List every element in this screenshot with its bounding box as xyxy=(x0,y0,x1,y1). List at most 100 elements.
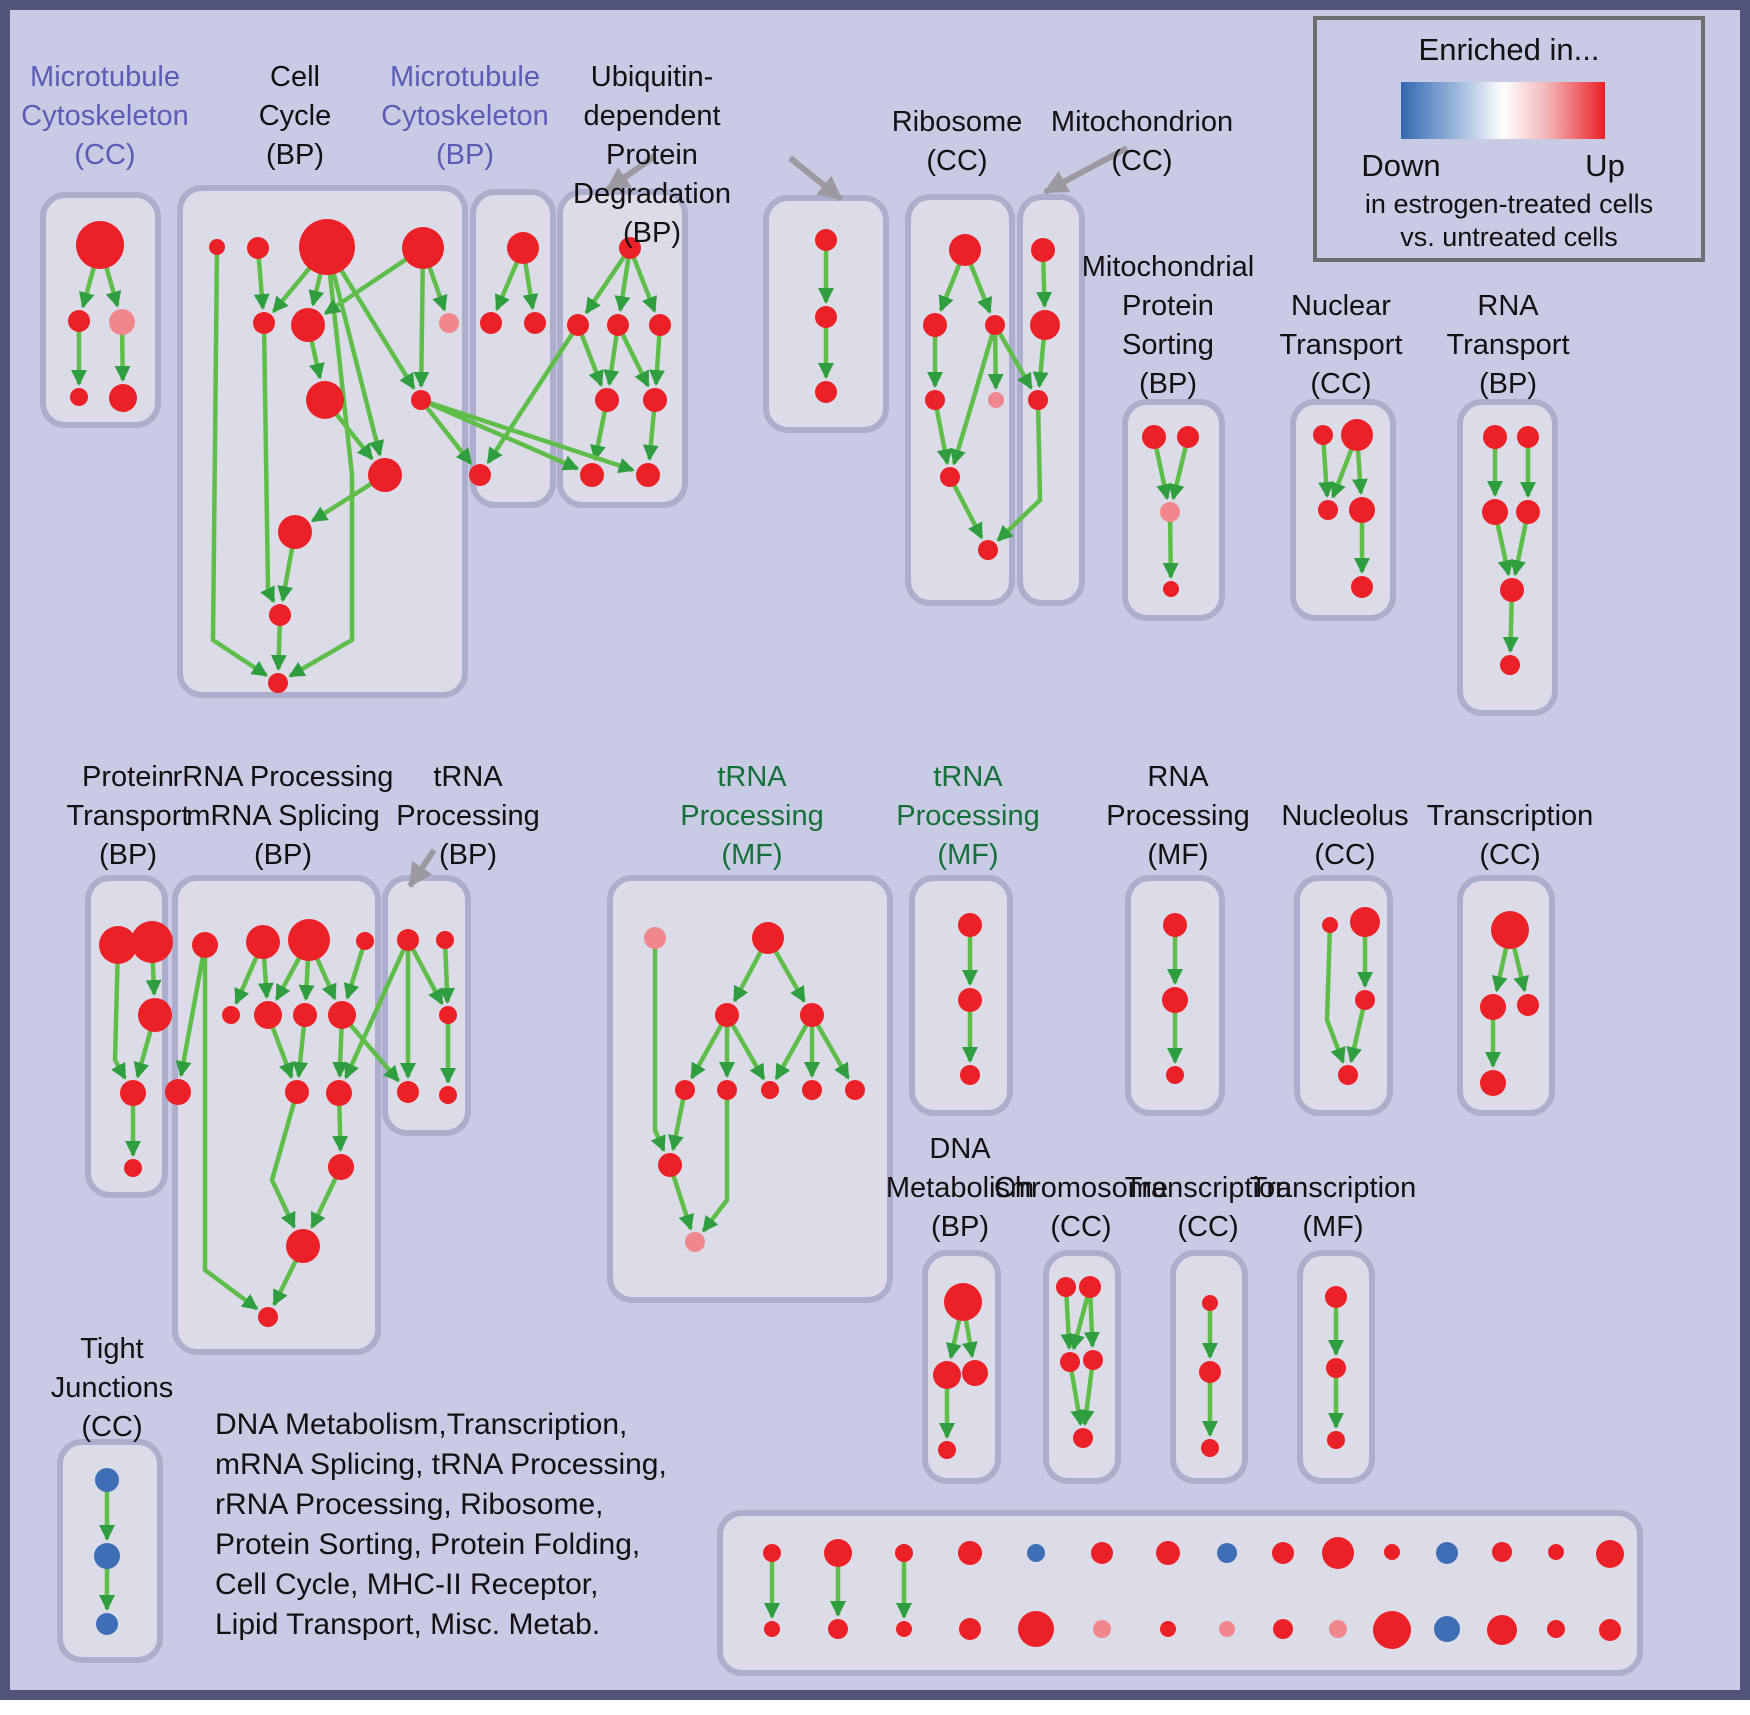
go-term-node xyxy=(978,540,998,560)
go-term-node xyxy=(933,1361,961,1389)
go-term-node xyxy=(299,219,355,275)
go-term-node xyxy=(285,1080,309,1104)
go-term-node xyxy=(895,1544,913,1562)
edge xyxy=(210,246,268,678)
go-term-node xyxy=(76,221,124,269)
go-term-node xyxy=(985,315,1005,335)
go-term-node xyxy=(1083,1350,1103,1370)
edge xyxy=(987,324,1004,391)
go-term-node xyxy=(192,932,218,958)
go-term-node xyxy=(356,932,374,950)
go-term-node xyxy=(1325,1286,1347,1308)
go-term-node xyxy=(938,1441,956,1459)
cluster-box-chromosome xyxy=(1043,1250,1121,1484)
go-term-node xyxy=(291,308,325,342)
go-term-node xyxy=(293,1003,317,1027)
go-term-node xyxy=(286,1229,320,1263)
go-term-node xyxy=(109,309,135,335)
go-term-node xyxy=(1202,1295,1218,1311)
go-term-node xyxy=(258,1307,278,1327)
edge xyxy=(438,939,455,1005)
edge xyxy=(1318,434,1335,499)
go-term-node xyxy=(68,310,90,332)
cluster-box-microtubule-bp xyxy=(470,189,556,508)
edge xyxy=(343,940,368,1000)
edge xyxy=(650,938,666,1153)
go-term-node xyxy=(1272,1542,1294,1564)
go-term-node xyxy=(828,1619,848,1639)
go-term-node xyxy=(717,1080,737,1100)
go-term-node xyxy=(567,314,589,336)
go-term-node xyxy=(124,1159,142,1177)
go-term-node xyxy=(70,388,88,406)
go-term-node xyxy=(253,312,275,334)
edge xyxy=(615,324,650,388)
edge xyxy=(996,399,1043,542)
go-term-node xyxy=(649,314,671,336)
mitochondrion-arrow xyxy=(1043,145,1129,195)
go-term-node xyxy=(1492,1542,1512,1562)
go-term-node xyxy=(1217,1543,1237,1563)
go-term-node xyxy=(1326,1358,1346,1378)
go-term-node xyxy=(962,1360,988,1386)
edge xyxy=(260,322,276,604)
go-term-node xyxy=(1327,1431,1345,1449)
edge xyxy=(406,938,444,1006)
go-term-node xyxy=(1483,425,1507,449)
go-term-node xyxy=(99,926,137,964)
go-term-node xyxy=(958,913,982,937)
edge xyxy=(1162,511,1179,580)
go-term-node xyxy=(402,227,444,269)
go-term-node xyxy=(306,381,344,419)
go-term-node xyxy=(95,1468,119,1492)
go-term-node xyxy=(643,388,667,412)
go-term-node xyxy=(1156,1541,1180,1565)
go-term-node xyxy=(1596,1540,1624,1568)
go-term-node xyxy=(815,229,837,251)
go-term-node xyxy=(439,313,459,333)
go-term-node xyxy=(131,921,173,963)
go-term-node xyxy=(824,1539,852,1567)
go-term-node xyxy=(923,313,947,337)
go-term-node xyxy=(1500,578,1524,602)
go-term-node xyxy=(595,388,619,412)
go-term-node xyxy=(1079,1276,1101,1298)
go-term-node xyxy=(1482,499,1508,525)
go-term-node xyxy=(1500,655,1520,675)
go-term-node xyxy=(247,237,269,259)
go-term-node xyxy=(94,1543,120,1569)
go-term-node xyxy=(507,232,539,264)
go-term-node xyxy=(1355,990,1375,1010)
go-term-node xyxy=(397,929,419,951)
go-term-node xyxy=(752,922,784,954)
go-term-node xyxy=(607,314,629,336)
go-term-node xyxy=(925,390,945,410)
go-term-node xyxy=(96,1613,118,1635)
cluster-box-rna-transport xyxy=(1457,399,1558,716)
edge xyxy=(340,1013,400,1083)
go-term-node xyxy=(1338,1065,1358,1085)
go-term-node xyxy=(958,988,982,1012)
go-term-node xyxy=(845,1080,865,1100)
edge xyxy=(420,397,635,474)
go-term-node xyxy=(1091,1542,1113,1564)
go-term-node xyxy=(1373,1611,1411,1649)
go-term-node xyxy=(761,1081,779,1099)
go-term-node xyxy=(1384,1544,1400,1560)
go-term-node xyxy=(1166,1066,1184,1084)
go-term-node xyxy=(958,1541,982,1565)
go-term-node xyxy=(1163,581,1179,597)
go-term-node xyxy=(165,1079,191,1105)
go-term-node xyxy=(715,1003,739,1027)
go-term-node xyxy=(439,1086,457,1104)
go-term-node xyxy=(764,1621,780,1637)
go-term-node xyxy=(1201,1439,1219,1457)
go-term-node xyxy=(1351,576,1373,598)
go-term-node xyxy=(469,464,491,486)
go-term-node xyxy=(436,931,454,949)
go-term-node xyxy=(328,1001,356,1029)
cluster-box-misc xyxy=(717,1510,1643,1676)
go-term-node xyxy=(815,381,837,403)
go-term-node xyxy=(1517,426,1539,448)
